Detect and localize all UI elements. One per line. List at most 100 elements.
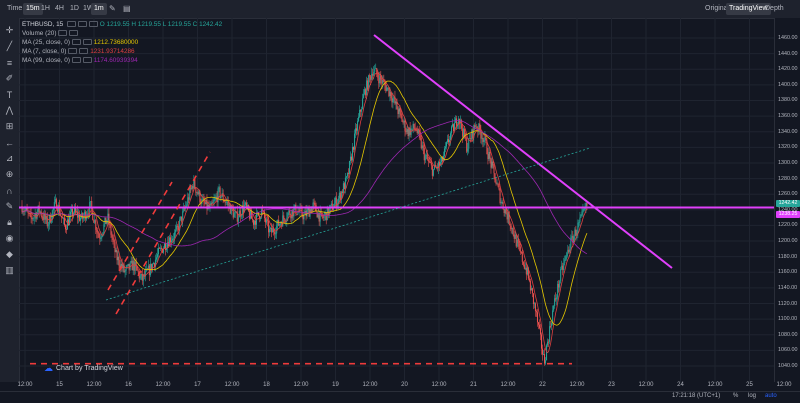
interval-1m-button[interactable]: 1m bbox=[91, 3, 107, 15]
tab-tradingview[interactable]: TradingView bbox=[726, 3, 771, 15]
tradingview-watermark[interactable]: ☁ Chart by TradingView bbox=[44, 363, 123, 374]
candle-body bbox=[518, 243, 520, 247]
candle-body bbox=[522, 261, 524, 265]
candle-body bbox=[451, 126, 453, 134]
candle-body bbox=[187, 197, 189, 205]
candle-body bbox=[272, 228, 274, 233]
candle-body bbox=[316, 212, 318, 218]
price-axis[interactable]: 1460.00 1440.00 1420.00 1400.00 1380.00 1360.… bbox=[774, 18, 800, 382]
auto-toggle[interactable]: auto bbox=[765, 393, 777, 399]
candle-body bbox=[394, 97, 396, 104]
tab-depth[interactable]: Depth bbox=[765, 5, 784, 12]
measure-icon[interactable]: ⊞ bbox=[5, 121, 14, 131]
candle-body bbox=[25, 208, 27, 211]
ma99-label: MA (99, close, 0) bbox=[22, 57, 70, 64]
candle-body bbox=[494, 173, 496, 183]
eye-icon[interactable]: ◉ bbox=[5, 233, 14, 243]
candle-body bbox=[248, 210, 250, 219]
time-tick: 12:00 bbox=[707, 382, 723, 388]
layers-icon[interactable]: ◆ bbox=[6, 249, 13, 259]
price-tick: 1320.00 bbox=[778, 144, 798, 151]
pattern-icon[interactable]: ⋀ bbox=[5, 105, 14, 115]
interval-4h-button[interactable]: 4H bbox=[55, 5, 64, 12]
candle-body bbox=[151, 264, 153, 271]
candle-body bbox=[78, 214, 80, 218]
pencil-icon[interactable]: ✎ bbox=[109, 4, 116, 13]
back-arrow-icon[interactable]: ← bbox=[5, 137, 14, 148]
candle-body bbox=[64, 225, 66, 230]
candle-body bbox=[564, 259, 566, 264]
candle-body bbox=[333, 203, 335, 209]
candle-body bbox=[263, 210, 265, 212]
horizontal-line-icon[interactable]: ≡ bbox=[6, 57, 13, 68]
candle-body bbox=[259, 215, 261, 220]
interval-1w-button[interactable]: 1W bbox=[83, 5, 94, 12]
candle-body bbox=[381, 79, 383, 84]
candle-body bbox=[528, 278, 530, 281]
candle-body bbox=[580, 214, 582, 218]
brush-icon[interactable]: ✐ bbox=[5, 73, 14, 83]
candle-body bbox=[28, 213, 30, 214]
time-tick: 12:00 bbox=[17, 382, 33, 388]
ma25-line bbox=[21, 80, 588, 326]
candle-body bbox=[105, 217, 107, 224]
candle-body bbox=[433, 164, 435, 170]
candle-body bbox=[139, 275, 141, 279]
log-toggle[interactable]: log bbox=[748, 393, 757, 399]
time-axis[interactable]: 12:00 15 12:00 16 12:00 17 12:00 18 12:00 19 12:00… bbox=[17, 382, 791, 391]
interval-1d-button[interactable]: 1D bbox=[70, 5, 79, 12]
tab-original[interactable]: Original bbox=[705, 5, 730, 12]
time-tick: 12:00 bbox=[86, 382, 102, 388]
interval-1h-button[interactable]: 1H bbox=[41, 5, 50, 12]
indicator-icon[interactable]: ▤ bbox=[123, 4, 131, 13]
candle-body bbox=[190, 187, 192, 189]
candle-body bbox=[523, 264, 525, 269]
candle-body bbox=[44, 213, 46, 220]
candlestick-series bbox=[21, 63, 588, 366]
candle-body bbox=[182, 211, 184, 222]
candle-body bbox=[130, 260, 132, 263]
candle-body bbox=[404, 120, 406, 132]
ruler-icon[interactable]: ⊿ bbox=[5, 153, 14, 163]
percent-toggle[interactable]: % bbox=[733, 393, 739, 399]
lock-icon[interactable]: 🔒︎ bbox=[7, 217, 12, 227]
candle-body bbox=[37, 205, 39, 212]
candle-body bbox=[462, 128, 464, 137]
candle-body bbox=[110, 224, 112, 235]
magnet-icon[interactable]: ∩ bbox=[6, 185, 13, 196]
candle-body bbox=[163, 248, 164, 253]
candle-body bbox=[446, 142, 447, 147]
pencil-lock-icon[interactable]: ✎ bbox=[5, 201, 14, 211]
candle-body bbox=[61, 217, 63, 219]
text-icon[interactable]: T bbox=[6, 89, 13, 100]
candle-body bbox=[403, 120, 405, 123]
candle-body bbox=[310, 209, 312, 213]
candle-body bbox=[483, 139, 485, 142]
candle-body bbox=[236, 211, 238, 222]
crosshair-icon[interactable]: ✛ bbox=[5, 25, 14, 35]
candle-body bbox=[579, 217, 581, 223]
candle-body bbox=[530, 288, 532, 291]
trash-icon[interactable]: ▥ bbox=[5, 265, 14, 275]
candle-body bbox=[265, 218, 267, 223]
candle-body bbox=[488, 152, 490, 160]
candle-body bbox=[332, 208, 334, 211]
trendline-icon[interactable]: ╱ bbox=[6, 41, 13, 51]
candle-body bbox=[219, 187, 221, 198]
candle-body bbox=[124, 270, 126, 272]
candle-body bbox=[288, 210, 290, 213]
candle-body bbox=[85, 211, 87, 220]
candle-body bbox=[390, 91, 392, 99]
zoom-icon[interactable]: ⊕ bbox=[5, 169, 14, 179]
ma7-value: 1231.93714286 bbox=[90, 48, 135, 55]
chart-legend: ETHBUSD, 15 O 1219.55 H 1219.55 L 1219.5… bbox=[22, 20, 222, 65]
descending-trendline bbox=[373, 34, 673, 269]
interval-15m-button[interactable]: 15m bbox=[23, 3, 43, 15]
candle-body bbox=[338, 192, 340, 199]
candle-body bbox=[556, 297, 558, 300]
candle-body bbox=[135, 262, 137, 267]
candle-body bbox=[232, 209, 234, 218]
candle-body bbox=[91, 201, 93, 210]
candle-body bbox=[75, 207, 77, 212]
